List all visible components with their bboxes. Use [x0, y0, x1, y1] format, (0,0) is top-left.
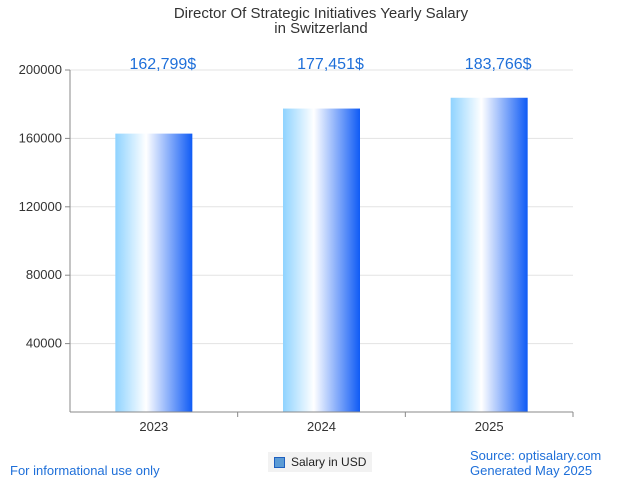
disclaimer-text: For informational use only	[10, 463, 160, 478]
value-label-2024: 177,451$	[297, 56, 364, 73]
value-label-2025: 183,766$	[465, 56, 532, 73]
chart-title-line-2: in Switzerland	[274, 20, 367, 37]
legend: Salary in USD	[268, 452, 373, 472]
x-axis-ticks: 2023 2024 2025	[139, 412, 574, 434]
chart-title-line-1: Director Of Strategic Initiatives Yearly…	[174, 5, 469, 22]
x-tick-label-2024: 2024	[307, 419, 336, 434]
source-block: Source: optisalary.com Generated May 202…	[470, 448, 601, 478]
bar-2023	[115, 133, 193, 412]
value-labels: 162,799$ 177,451$ 183,766$	[129, 56, 531, 73]
y-tick-label-1: 80000	[26, 267, 62, 282]
legend-swatch	[274, 456, 285, 468]
y-tick-label-3: 160000	[19, 130, 62, 145]
value-label-2023: 162,799$	[129, 56, 196, 73]
y-tick-label-0: 40000	[26, 336, 62, 351]
y-tick-label-2: 120000	[19, 199, 62, 214]
bar-2025	[450, 97, 528, 413]
y-axis-ticks: 40000 80000 120000 160000 200000	[19, 62, 70, 351]
legend-label: Salary in USD	[291, 455, 367, 469]
generated-text: Generated May 2025	[470, 463, 593, 478]
bar-2024	[283, 108, 360, 413]
source-text: Source: optisalary.com	[470, 448, 602, 463]
x-tick-label-2023: 2023	[139, 419, 168, 434]
bars	[115, 97, 528, 413]
y-tick-label-4: 200000	[19, 62, 62, 77]
x-tick-label-2025: 2025	[475, 419, 504, 434]
